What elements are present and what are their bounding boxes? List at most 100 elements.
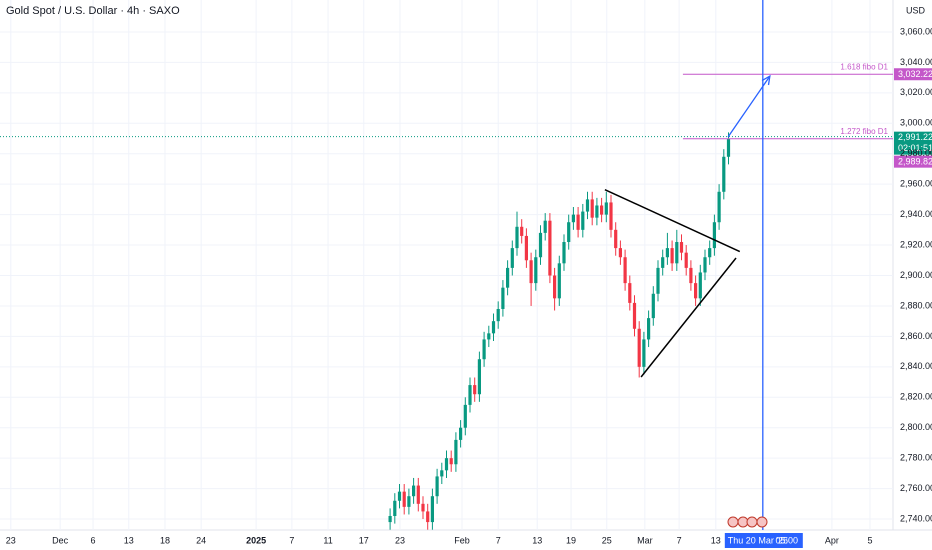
candle-body xyxy=(576,214,580,230)
candle-body xyxy=(468,385,472,405)
candle-body xyxy=(487,333,491,340)
y-tick-label: 2,820.00 xyxy=(900,392,932,402)
candle-body xyxy=(656,267,660,294)
x-tick-label: 11 xyxy=(323,535,332,545)
x-tick-label: 7 xyxy=(496,535,501,545)
candle-body xyxy=(708,248,712,258)
x-tick-label: Feb xyxy=(454,535,470,545)
x-tick-label: 13 xyxy=(124,535,134,545)
candle-body xyxy=(623,257,627,284)
event-flags xyxy=(727,516,768,528)
y-tick-label: 2,900.00 xyxy=(900,270,932,280)
x-tick-label: 19 xyxy=(566,535,576,545)
x-tick-label: 7 xyxy=(289,535,294,545)
grid xyxy=(0,0,893,530)
y-tick-label: 2,980.00 xyxy=(900,148,932,158)
y-tick-label: 2,780.00 xyxy=(900,453,932,463)
candle-body xyxy=(632,302,637,329)
x-tick-label: Dec xyxy=(52,535,69,545)
time-label-date: Thu 20 Mar '25 xyxy=(728,535,788,545)
candle-body xyxy=(459,427,463,440)
currency: USD xyxy=(906,5,926,15)
candle-body xyxy=(529,260,533,284)
current-price-box xyxy=(894,131,932,155)
x-tick-label: 13 xyxy=(711,535,721,545)
candle-body xyxy=(642,339,646,367)
candle-body xyxy=(506,267,510,288)
y-tick-label: 2,940.00 xyxy=(900,209,932,219)
y-tick-label: 3,060.00 xyxy=(900,26,932,36)
candle-body xyxy=(628,283,632,303)
candle-body xyxy=(430,496,434,523)
y-tick-label: 2,920.00 xyxy=(900,239,932,249)
candle-body xyxy=(703,257,707,273)
candle-body xyxy=(543,220,547,233)
candle-body xyxy=(571,214,575,223)
candle-body xyxy=(595,205,599,218)
y-tick-label: 2,880.00 xyxy=(900,300,932,310)
candle-body xyxy=(661,257,665,268)
candle-body xyxy=(454,439,458,465)
candle-body xyxy=(637,328,641,367)
fibo-name: 1.272 fibo D1 xyxy=(840,127,888,136)
candle-body xyxy=(538,232,543,258)
candle-body xyxy=(520,226,524,236)
candle-body xyxy=(590,199,594,218)
x-tick-label: 7 xyxy=(677,535,682,545)
candle-body xyxy=(412,485,416,497)
candle-body xyxy=(440,470,444,477)
candle-body xyxy=(675,242,679,264)
candle-body xyxy=(501,287,505,309)
x-tick-label: Mar xyxy=(637,535,653,545)
candle-body xyxy=(416,485,420,504)
time-label-box xyxy=(724,533,803,548)
candle-body xyxy=(449,458,453,465)
arrow-head xyxy=(761,74,771,86)
x-tick-label: 23 xyxy=(6,535,16,545)
candle-body xyxy=(726,138,731,157)
candle-body xyxy=(397,491,402,501)
candle-body xyxy=(435,476,439,497)
candle-body xyxy=(524,235,528,261)
trend-line xyxy=(640,257,737,378)
fibo-price-label: 2,989.82 xyxy=(898,157,932,167)
plot xyxy=(388,132,731,530)
candle-body xyxy=(510,248,514,268)
candle-body xyxy=(491,321,496,334)
candle-body xyxy=(482,339,486,360)
y-tick-label: 2,740.00 xyxy=(900,513,932,523)
fibo-price-box xyxy=(894,155,932,168)
candle-body xyxy=(515,226,519,249)
candle-body xyxy=(402,491,406,507)
x-tick-label: Apr xyxy=(825,535,839,545)
candle-body xyxy=(614,229,618,249)
fibo-price-label: 3,032.22 xyxy=(898,69,932,79)
x-tick-label: 23 xyxy=(395,535,405,545)
candle-body xyxy=(553,275,557,299)
candle-body xyxy=(717,191,721,223)
candle-body xyxy=(581,211,585,230)
x-tick-label: 24 xyxy=(196,535,206,545)
candle-body xyxy=(618,248,622,258)
fibo-name: 1.618 fibo D1 xyxy=(840,62,888,71)
candle-body xyxy=(600,205,604,215)
candle-body xyxy=(463,404,467,428)
time-label-time: 05:00 xyxy=(776,535,799,545)
y-tick-label: 2,800.00 xyxy=(900,422,932,432)
y-tick-label: 3,040.00 xyxy=(900,57,932,67)
countdown-label: 02:01:51 xyxy=(898,143,932,153)
candle-body xyxy=(444,458,449,471)
candle-body xyxy=(694,283,698,299)
candle-body xyxy=(604,202,608,215)
candle-body xyxy=(609,202,613,230)
candle-body xyxy=(712,222,716,249)
candle-body xyxy=(567,222,571,243)
y-tick-label: 2,840.00 xyxy=(900,361,932,371)
candle-body xyxy=(388,515,392,523)
fibo-price-box xyxy=(894,68,932,81)
candle-body xyxy=(689,267,693,284)
x-tick-label: 2025 xyxy=(246,535,266,545)
